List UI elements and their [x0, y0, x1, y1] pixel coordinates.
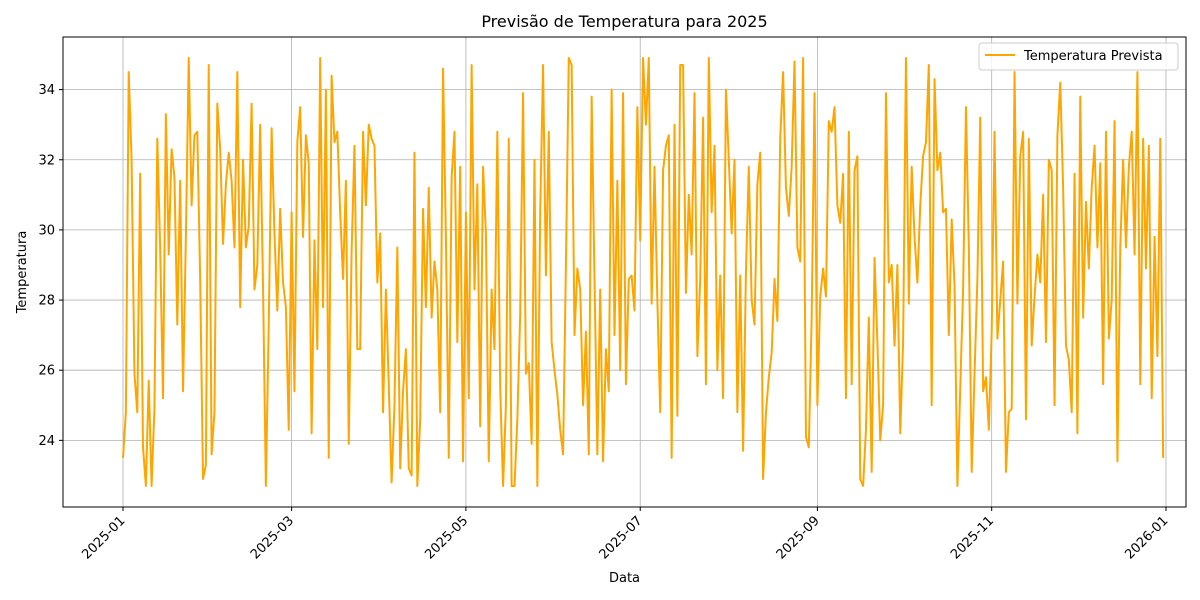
- y-tick-label: 26: [38, 364, 55, 379]
- legend-entry-temperatura-prevista: Temperatura Prevista: [1023, 49, 1163, 64]
- y-tick-label: 30: [38, 223, 55, 238]
- chart-title: Previsão de Temperatura para 2025: [481, 12, 767, 31]
- y-axis-label: Temperatura: [15, 231, 30, 315]
- x-axis-label: Data: [609, 571, 640, 586]
- legend-box: [978, 42, 1179, 71]
- y-tick-label: 28: [38, 294, 55, 309]
- plot-frame: [62, 36, 1187, 508]
- y-tick-label: 32: [38, 153, 55, 168]
- y-axis: 24 26 28 30 32 34: [38, 83, 63, 449]
- series-line-temperatura-prevista: [122, 57, 1165, 487]
- y-tick-label: 34: [38, 83, 55, 98]
- legend: Temperatura Prevista: [978, 42, 1179, 71]
- y-tick-label: 24: [38, 434, 55, 449]
- series-layer: [122, 57, 1165, 487]
